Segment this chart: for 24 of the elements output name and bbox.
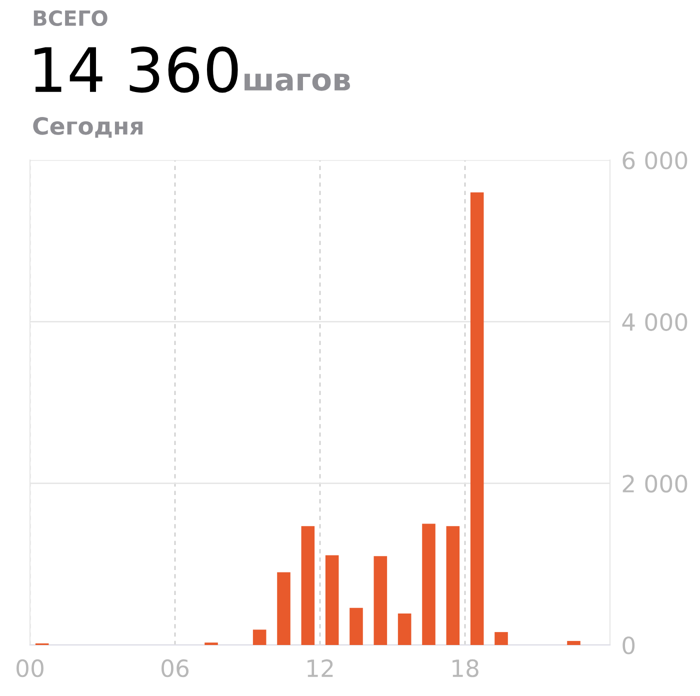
- bar: [277, 572, 290, 645]
- bar: [252, 630, 266, 645]
- text: шагов: [244, 73, 350, 91]
- text: ВСЕГО: [34, 10, 108, 26]
- bar: [422, 524, 436, 645]
- bar: [398, 613, 412, 645]
- x-tick-label: 18: [452, 659, 478, 678]
- text: Сегодня: [33, 116, 142, 138]
- chart-title: 14 360: [34, 46, 238, 93]
- bar: [470, 192, 484, 645]
- bar: [350, 608, 363, 645]
- y-tick-label: 4 000: [622, 313, 688, 331]
- x-tick-label: 06: [162, 659, 189, 678]
- x-tick-label: 12: [308, 659, 333, 677]
- bar: [446, 526, 460, 645]
- bar: [567, 640, 580, 645]
- y-tick-label: 2 000: [622, 474, 688, 493]
- bar: [374, 556, 388, 645]
- bar: [301, 526, 315, 645]
- bar: [494, 632, 508, 645]
- y-tick-label: 6 000: [622, 151, 688, 170]
- y-tick-label: 0: [622, 636, 635, 654]
- x-tick-label: 00: [16, 659, 44, 678]
- bar: [325, 555, 339, 645]
